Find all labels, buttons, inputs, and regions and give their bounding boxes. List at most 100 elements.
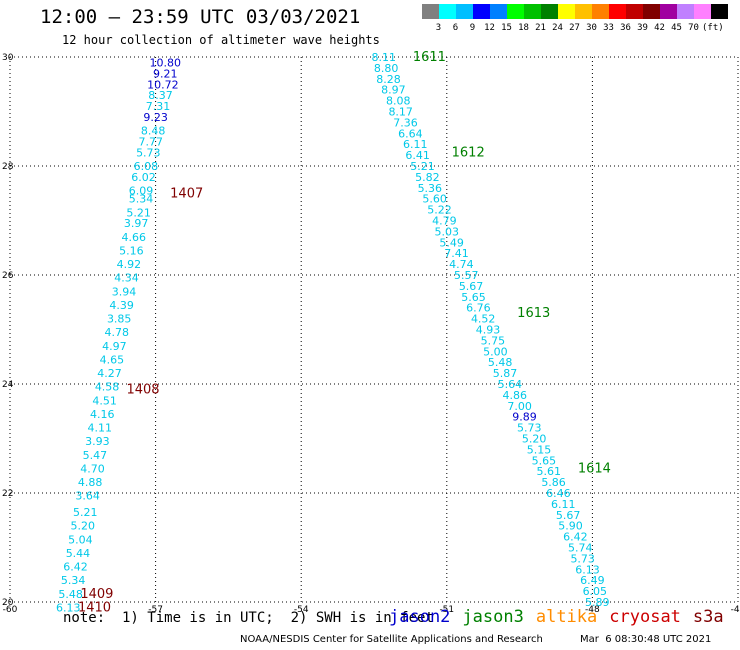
y-tick-label: 20 xyxy=(2,598,14,608)
scale-label: 45 xyxy=(671,23,682,33)
swh-value: 5.86 xyxy=(541,476,566,489)
swh-value: 5.65 xyxy=(461,291,486,304)
swh-value: 6.09 xyxy=(129,185,154,198)
pass-label: 1613 xyxy=(517,306,550,321)
swh-value: 5.75 xyxy=(481,334,506,347)
scale-swatch xyxy=(609,4,626,19)
footer-timestamp: Mar 6 08:30:48 UTC 2021 xyxy=(580,634,712,645)
pass-label: 1409 xyxy=(80,587,113,602)
swh-value: 5.90 xyxy=(558,520,583,533)
swh-value: 4.92 xyxy=(117,258,142,271)
swh-value: 5.21 xyxy=(126,206,151,219)
scale-label: 12 xyxy=(484,23,495,33)
pass-label: 1611 xyxy=(413,50,446,65)
scale-swatch xyxy=(694,4,711,19)
pass-label: 1407 xyxy=(170,186,203,201)
swh-value: 7.31 xyxy=(146,100,171,113)
footer-credit: NOAA/NESDIS Center for Satellite Applica… xyxy=(240,634,543,645)
swh-value: 8.17 xyxy=(388,106,413,119)
swh-value: 4.78 xyxy=(105,326,130,339)
swh-value: 9.23 xyxy=(143,111,168,124)
x-tick-label: -51 xyxy=(439,605,454,615)
scale-swatch xyxy=(456,4,473,19)
x-tick-label: -45 xyxy=(731,605,740,615)
swh-value: 4.58 xyxy=(95,381,120,394)
swh-value: 7.77 xyxy=(138,135,163,148)
swh-value: 5.49 xyxy=(439,236,464,249)
scale-swatch xyxy=(507,4,524,19)
swh-value: 5.34 xyxy=(61,574,86,587)
swh-value: 5.21 xyxy=(73,506,98,519)
scale-label: 6 xyxy=(452,23,459,33)
legend-entry: altika xyxy=(535,607,598,627)
scale-swatch xyxy=(660,4,677,19)
scale-swatch xyxy=(490,4,507,19)
swh-value: 4.65 xyxy=(100,353,125,366)
swh-value: 5.15 xyxy=(527,443,552,456)
swh-value: 6.08 xyxy=(134,160,159,173)
swh-value: 5.87 xyxy=(493,367,518,380)
y-tick-label: 22 xyxy=(2,489,13,499)
swh-value: 6.11 xyxy=(551,498,576,511)
swh-value: 4.16 xyxy=(90,408,115,421)
swh-value: 6.49 xyxy=(580,574,605,587)
pass-label: 1612 xyxy=(452,145,485,160)
swh-value: 4.86 xyxy=(502,389,527,402)
swh-value: 5.67 xyxy=(556,509,581,522)
scale-swatch xyxy=(558,4,575,19)
swh-value: 5.44 xyxy=(66,547,91,560)
scale-label: 18 xyxy=(518,23,529,33)
swh-value: 5.73 xyxy=(517,422,542,435)
swh-value: 7.36 xyxy=(393,116,418,129)
x-tick-label: -60 xyxy=(3,605,18,615)
scale-swatch xyxy=(541,4,558,19)
swh-value: 6.64 xyxy=(398,127,423,140)
y-tick-label: 24 xyxy=(2,380,14,390)
scale-label: 36 xyxy=(620,23,631,33)
swh-value: 6.42 xyxy=(63,561,88,574)
swh-value: 8.37 xyxy=(148,89,173,102)
scale-label: 39 xyxy=(637,23,648,33)
swh-value: 6.11 xyxy=(403,138,428,151)
swh-value: 6.05 xyxy=(583,585,608,598)
swh-value: 8.11 xyxy=(371,51,396,64)
swh-value: 7.00 xyxy=(507,400,532,413)
page-subtitle: 12 hour collection of altimeter wave hei… xyxy=(62,33,380,47)
swh-value: 8.48 xyxy=(141,125,166,138)
swh-value: 4.93 xyxy=(476,324,501,337)
swh-value: 6.76 xyxy=(466,302,491,315)
swh-value: 3.93 xyxy=(85,435,110,448)
swh-value: 5.61 xyxy=(536,465,561,478)
pass-label: 1408 xyxy=(126,382,159,397)
scale-label: 70 xyxy=(688,23,699,33)
scale-label: 3 xyxy=(435,23,442,33)
satellite-legend: jason2 jason3 altika cryosat s3a xyxy=(389,607,736,627)
scale-label: 42 xyxy=(654,23,665,33)
x-tick-label: -48 xyxy=(585,605,600,615)
data-marks: 10.809.2110.728.377.319.238.487.775.736.… xyxy=(56,50,611,615)
scale-label: 27 xyxy=(569,23,580,33)
scale-swatch xyxy=(711,4,728,19)
swh-value: 6.02 xyxy=(131,171,156,184)
swh-value: 5.36 xyxy=(418,182,443,195)
swh-value: 5.20 xyxy=(522,433,547,446)
swh-value: 5.67 xyxy=(459,280,484,293)
y-tick-label: 28 xyxy=(2,162,14,172)
scale-label: 30 xyxy=(586,23,597,33)
swh-value: 5.89 xyxy=(585,596,610,609)
swh-value: 4.39 xyxy=(109,299,134,312)
swh-value: 6.41 xyxy=(405,149,430,162)
swh-value: 4.66 xyxy=(122,231,147,244)
swh-value: 5.48 xyxy=(488,356,513,369)
swh-value: 5.34 xyxy=(129,193,154,206)
scale-swatch xyxy=(677,4,694,19)
x-tick-label: -54 xyxy=(294,605,309,615)
scale-swatch xyxy=(626,4,643,19)
swh-value: 4.97 xyxy=(102,340,127,353)
swh-value: 5.73 xyxy=(136,146,161,159)
scale-swatch xyxy=(643,4,660,19)
scale-swatch xyxy=(592,4,609,19)
swh-value: 8.08 xyxy=(386,95,411,108)
scale-swatch xyxy=(473,4,490,19)
swh-value: 8.97 xyxy=(381,84,406,97)
